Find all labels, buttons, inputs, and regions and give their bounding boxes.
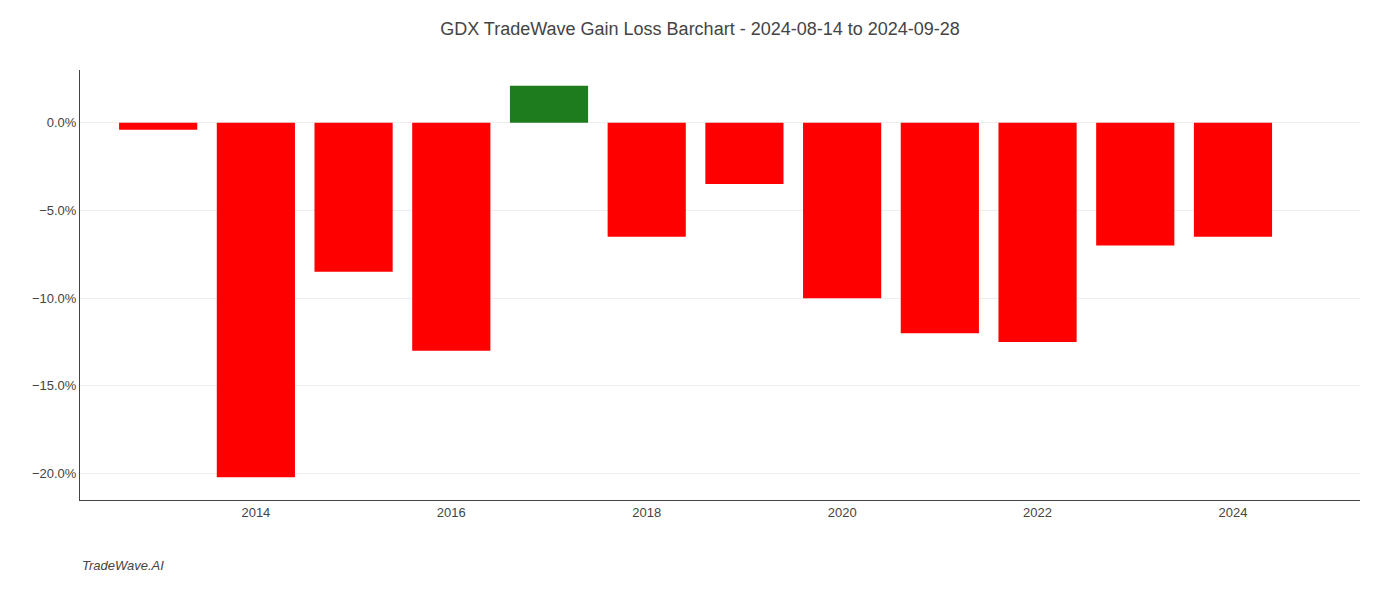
svg-text:2024: 2024 bbox=[1219, 505, 1248, 520]
svg-text:2014: 2014 bbox=[241, 505, 270, 520]
svg-text:−10.0%: −10.0% bbox=[32, 291, 77, 306]
svg-text:GDX TradeWave Gain Loss Barcha: GDX TradeWave Gain Loss Barchart - 2024-… bbox=[440, 19, 960, 39]
svg-text:−15.0%: −15.0% bbox=[32, 378, 77, 393]
svg-text:−5.0%: −5.0% bbox=[39, 203, 77, 218]
svg-text:−20.0%: −20.0% bbox=[32, 466, 77, 481]
svg-text:TradeWave.AI: TradeWave.AI bbox=[82, 558, 164, 573]
svg-text:0.0%: 0.0% bbox=[47, 115, 77, 130]
svg-text:2020: 2020 bbox=[828, 505, 857, 520]
svg-text:2022: 2022 bbox=[1023, 505, 1052, 520]
svg-text:2018: 2018 bbox=[632, 505, 661, 520]
svg-text:2016: 2016 bbox=[437, 505, 466, 520]
